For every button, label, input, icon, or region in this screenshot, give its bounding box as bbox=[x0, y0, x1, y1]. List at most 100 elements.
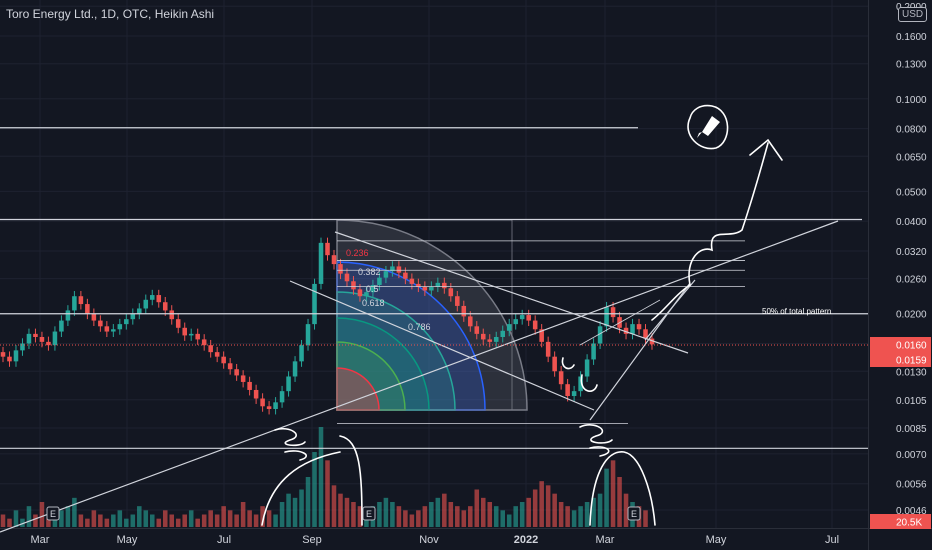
volume-bar bbox=[552, 493, 557, 527]
candle-body bbox=[461, 305, 467, 317]
fib-level-label: 0.786 bbox=[408, 322, 431, 332]
volume-bar bbox=[286, 493, 291, 527]
volume-bar bbox=[91, 510, 97, 527]
candle-body bbox=[545, 341, 551, 357]
candle-body bbox=[195, 333, 200, 340]
y-tick-label: 0.0400 bbox=[896, 217, 927, 228]
candle-body bbox=[240, 375, 246, 382]
volume-bar bbox=[143, 510, 149, 527]
candle-body bbox=[435, 282, 441, 287]
volume-bar bbox=[240, 502, 246, 527]
candle-body bbox=[597, 326, 603, 344]
volume-bar bbox=[448, 502, 454, 527]
y-tick-label: 0.0320 bbox=[896, 247, 927, 258]
u-mark bbox=[561, 357, 575, 370]
volume-bar bbox=[72, 497, 77, 527]
y-tick-label: 0.0070 bbox=[896, 450, 927, 461]
candle-body bbox=[137, 308, 142, 314]
squiggle-left bbox=[274, 428, 307, 461]
volume-bar bbox=[513, 506, 518, 527]
candle-body bbox=[513, 319, 518, 325]
candle-body bbox=[331, 255, 337, 265]
y-tick-label: 0.0260 bbox=[896, 275, 927, 286]
y-tick-label: 0.0130 bbox=[896, 367, 927, 378]
candle-body bbox=[227, 363, 233, 370]
candle-body bbox=[59, 320, 64, 332]
candle-body bbox=[552, 356, 557, 372]
volume-bar bbox=[584, 502, 590, 527]
fib-arc bbox=[336, 317, 430, 411]
breakout-arrow-path bbox=[651, 142, 769, 321]
candle-body bbox=[591, 343, 596, 360]
volume-bar bbox=[292, 497, 298, 527]
volume-bar bbox=[422, 506, 428, 527]
volume-bar bbox=[493, 506, 499, 527]
price-label: 0.0159 bbox=[896, 356, 927, 367]
candle-body bbox=[234, 369, 239, 376]
volume-bar bbox=[558, 502, 564, 527]
fib-level-label: 0.618 bbox=[362, 298, 385, 308]
fib-arc bbox=[336, 219, 528, 411]
volume-bar bbox=[338, 493, 343, 527]
candle-body bbox=[149, 295, 155, 300]
volume-bar bbox=[234, 514, 239, 527]
volume-bar bbox=[7, 518, 12, 527]
candle-body bbox=[584, 359, 590, 377]
candle-body bbox=[565, 384, 570, 397]
earnings-marker-label: E bbox=[631, 509, 637, 519]
volume-bar bbox=[201, 514, 207, 527]
candle-body bbox=[636, 324, 642, 330]
candle-body bbox=[78, 296, 84, 305]
earnings-marker-label: E bbox=[50, 509, 56, 519]
volume-bar bbox=[461, 510, 467, 527]
volume-bar bbox=[85, 518, 90, 527]
x-tick-label: May bbox=[117, 534, 138, 546]
volume-arc-left bbox=[261, 435, 363, 526]
volume-bar bbox=[59, 510, 64, 527]
volume-bar bbox=[221, 506, 226, 527]
x-tick-label: Sep bbox=[302, 534, 322, 546]
volume-bar bbox=[65, 506, 71, 527]
candle-body bbox=[370, 284, 376, 293]
candle-body bbox=[396, 266, 402, 273]
candle-body bbox=[455, 296, 460, 306]
candle-body bbox=[649, 338, 655, 345]
volume-bar bbox=[214, 514, 220, 527]
candle-body bbox=[604, 307, 609, 327]
volume-bar bbox=[312, 452, 317, 527]
candle-body bbox=[175, 319, 181, 328]
candle-body bbox=[409, 278, 415, 284]
volume-bar bbox=[195, 518, 200, 527]
volume-arc-right bbox=[589, 451, 656, 526]
candle-body bbox=[312, 283, 317, 325]
candle-body bbox=[299, 345, 304, 362]
fib-fan bbox=[336, 219, 528, 411]
volume-bar bbox=[519, 502, 525, 527]
currency-selector[interactable]: USD bbox=[898, 7, 928, 22]
volume-bar bbox=[111, 514, 116, 527]
fib-level-label: 0.5 bbox=[366, 284, 379, 294]
candle-body bbox=[182, 327, 187, 336]
candle-body bbox=[39, 337, 45, 342]
candle-body bbox=[403, 272, 408, 279]
candle-body bbox=[65, 310, 71, 321]
volume-bar bbox=[409, 514, 415, 527]
candle-body bbox=[351, 281, 356, 290]
candle-body bbox=[292, 361, 298, 377]
candle-body bbox=[104, 326, 110, 332]
volume-bar bbox=[156, 518, 162, 527]
rocket-icon bbox=[697, 116, 720, 138]
candle-body bbox=[46, 341, 51, 346]
candle-body bbox=[344, 273, 350, 282]
candle-body bbox=[286, 376, 291, 392]
candle-body bbox=[169, 310, 175, 320]
volume-bar bbox=[227, 510, 233, 527]
fib-arc bbox=[336, 341, 406, 411]
volume-bar bbox=[318, 427, 324, 527]
volume-bar bbox=[416, 510, 421, 527]
candle-body bbox=[33, 333, 38, 338]
candle-body bbox=[111, 329, 116, 332]
volume-bar bbox=[545, 485, 551, 527]
